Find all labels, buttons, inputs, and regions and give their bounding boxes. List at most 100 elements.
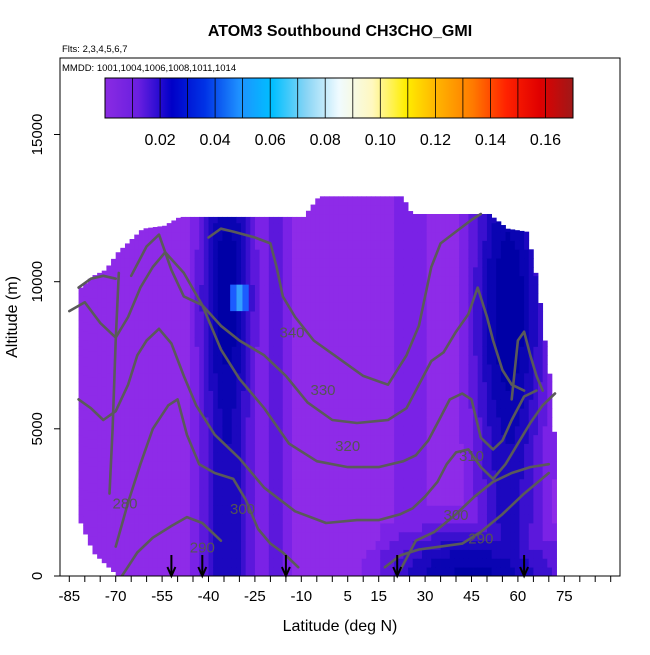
heatmap-cell bbox=[524, 302, 530, 312]
heatmap-cell bbox=[310, 381, 316, 391]
heatmap-cell bbox=[194, 567, 200, 576]
heatmap-cell bbox=[473, 399, 479, 409]
heatmap-cell bbox=[162, 364, 168, 374]
heatmap-cell bbox=[370, 205, 376, 215]
heatmap-cell bbox=[148, 381, 154, 391]
heatmap-cell bbox=[352, 531, 358, 542]
heatmap-cell bbox=[106, 470, 112, 480]
heatmap-cell bbox=[445, 443, 451, 453]
heatmap-cell bbox=[370, 443, 376, 453]
heatmap-cell bbox=[389, 478, 395, 489]
heatmap-cell bbox=[203, 443, 209, 453]
heatmap-cell bbox=[157, 434, 163, 444]
heatmap-cell bbox=[254, 434, 260, 444]
heatmap-cell bbox=[449, 434, 455, 444]
heatmap-cell bbox=[528, 567, 534, 576]
heatmap-cell bbox=[519, 452, 525, 462]
heatmap-cell bbox=[533, 272, 539, 277]
heatmap-cell bbox=[78, 302, 84, 312]
heatmap-cell bbox=[496, 470, 502, 480]
heatmap-cell bbox=[426, 417, 432, 427]
heatmap-cell bbox=[319, 213, 325, 224]
heatmap-cell bbox=[282, 337, 288, 347]
heatmap-cell bbox=[245, 567, 251, 576]
heatmap-cell bbox=[227, 346, 233, 356]
heatmap-cell bbox=[477, 470, 483, 480]
heatmap-cell bbox=[431, 311, 437, 321]
heatmap-cell bbox=[459, 514, 465, 524]
contour-label: 290 bbox=[190, 540, 215, 557]
heatmap-cell bbox=[333, 478, 339, 489]
heatmap-cell bbox=[412, 337, 418, 347]
heatmap-cell bbox=[473, 231, 479, 241]
heatmap-cell bbox=[245, 381, 251, 391]
heatmap-cell bbox=[120, 408, 126, 418]
heatmap-cell bbox=[491, 217, 497, 224]
heatmap-cell bbox=[315, 198, 321, 206]
heatmap-cell bbox=[97, 275, 103, 286]
heatmap-cell bbox=[296, 222, 302, 233]
heatmap-cell bbox=[273, 470, 279, 480]
heatmap-cell bbox=[143, 558, 149, 568]
heatmap-cell bbox=[92, 518, 98, 528]
heatmap-cell bbox=[524, 249, 530, 259]
heatmap-cell bbox=[92, 377, 98, 387]
heatmap-cell bbox=[370, 222, 376, 233]
heatmap-cell bbox=[189, 355, 195, 365]
heatmap-cell bbox=[538, 496, 544, 506]
heatmap-cell bbox=[111, 562, 117, 572]
heatmap-cell bbox=[435, 390, 441, 400]
heatmap-cell bbox=[449, 381, 455, 391]
heatmap-cell bbox=[236, 487, 242, 497]
heatmap-cell bbox=[83, 525, 89, 535]
heatmap-cell bbox=[482, 337, 488, 347]
heatmap-cell bbox=[305, 470, 312, 480]
heatmap-cell bbox=[282, 222, 288, 233]
heatmap-cell bbox=[227, 425, 233, 436]
heatmap-cell bbox=[519, 558, 525, 568]
heatmap-cell bbox=[449, 372, 455, 383]
heatmap-cell bbox=[486, 523, 492, 533]
heatmap-cell bbox=[254, 487, 260, 497]
heatmap-cell bbox=[491, 558, 497, 568]
heatmap-cell bbox=[519, 540, 525, 550]
heatmap-cell bbox=[491, 364, 497, 374]
heatmap-cell bbox=[468, 240, 474, 250]
heatmap-cell bbox=[236, 328, 242, 338]
heatmap-cell bbox=[194, 514, 200, 524]
heatmap-cell bbox=[394, 381, 400, 391]
heatmap-cell bbox=[440, 249, 446, 259]
heatmap-cell bbox=[319, 390, 325, 400]
heatmap-cell bbox=[510, 337, 516, 347]
heatmap-cell bbox=[421, 549, 428, 559]
heatmap-cell bbox=[459, 372, 465, 383]
heatmap-cell bbox=[394, 487, 400, 497]
heatmap-cell bbox=[143, 470, 149, 480]
heatmap-cell bbox=[398, 478, 404, 489]
heatmap-cell bbox=[208, 372, 214, 383]
heatmap-cell bbox=[134, 496, 140, 506]
heatmap-cell bbox=[138, 311, 144, 321]
heatmap-cell bbox=[352, 213, 358, 224]
heatmap-cell bbox=[203, 399, 209, 409]
heatmap-cell bbox=[505, 355, 511, 365]
heatmap-cell bbox=[357, 293, 363, 303]
heatmap-cell bbox=[296, 496, 302, 506]
heatmap-cell bbox=[329, 231, 335, 241]
heatmap-cell bbox=[143, 514, 149, 524]
heatmap-cell bbox=[468, 434, 474, 444]
heatmap-cell bbox=[106, 266, 112, 277]
heatmap-cell bbox=[338, 240, 344, 250]
heatmap-cell bbox=[491, 284, 497, 294]
heatmap-cell bbox=[217, 549, 223, 559]
heatmap-cell bbox=[417, 417, 423, 427]
heatmap-cell bbox=[171, 293, 177, 303]
heatmap-cell bbox=[421, 443, 428, 453]
heatmap-cell bbox=[171, 249, 177, 259]
heatmap-cell bbox=[111, 333, 117, 343]
heatmap-cell bbox=[440, 372, 446, 383]
heatmap-cell bbox=[194, 408, 200, 418]
heatmap-cell bbox=[366, 496, 372, 506]
heatmap-cell bbox=[268, 390, 274, 400]
heatmap-cell bbox=[203, 567, 209, 576]
